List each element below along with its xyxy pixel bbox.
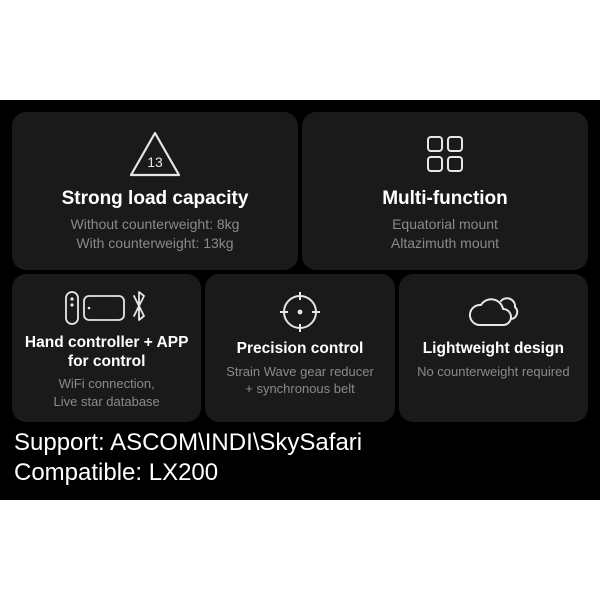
card-sub2: With counterweight: 13kg	[76, 234, 233, 253]
crosshair-icon	[278, 288, 322, 336]
card-sub1: Strain Wave gear reducer	[226, 363, 374, 381]
triangle-warning-icon: 13	[127, 126, 183, 182]
card-title: Strong load capacity	[62, 188, 249, 211]
card-sub1: Equatorial mount	[392, 215, 498, 234]
card-lightweight: Lightweight design No counterweight requ…	[399, 274, 588, 422]
row-1: 13 Strong load capacity Without counterw…	[12, 112, 588, 270]
remote-phone-bluetooth-icon	[62, 288, 152, 330]
card-title: Lightweight design	[423, 340, 564, 359]
card-multi-function: Multi-function Equatorial mount Altazimu…	[302, 112, 588, 270]
card-sub1: No counterweight required	[417, 363, 569, 381]
card-sub2: Altazimuth mount	[391, 234, 499, 253]
card-title: Hand controller + APP for control	[22, 334, 191, 371]
card-title: Precision control	[237, 340, 364, 359]
footer-line2: Compatible: LX200	[14, 458, 588, 488]
card-precision: Precision control Strain Wave gear reduc…	[205, 274, 394, 422]
card-hand-controller: Hand controller + APP for control WiFi c…	[12, 274, 201, 422]
card-load-capacity: 13 Strong load capacity Without counterw…	[12, 112, 298, 270]
card-sub1: Without counterweight: 8kg	[71, 215, 240, 234]
grid-icon	[420, 126, 470, 182]
cloud-icon	[465, 288, 521, 336]
footer-text: Support: ASCOM\INDI\SkySafari Compatible…	[12, 428, 588, 488]
card-title: Multi-function	[382, 188, 508, 211]
card-sub1: WiFi connection,	[59, 375, 155, 393]
card-sub2: Live star database	[54, 393, 160, 411]
footer-line1: Support: ASCOM\INDI\SkySafari	[14, 428, 588, 458]
triangle-value: 13	[147, 154, 163, 170]
row-2: Hand controller + APP for control WiFi c…	[12, 274, 588, 422]
card-sub2: + synchronous belt	[245, 380, 354, 398]
feature-panel: 13 Strong load capacity Without counterw…	[0, 100, 600, 500]
